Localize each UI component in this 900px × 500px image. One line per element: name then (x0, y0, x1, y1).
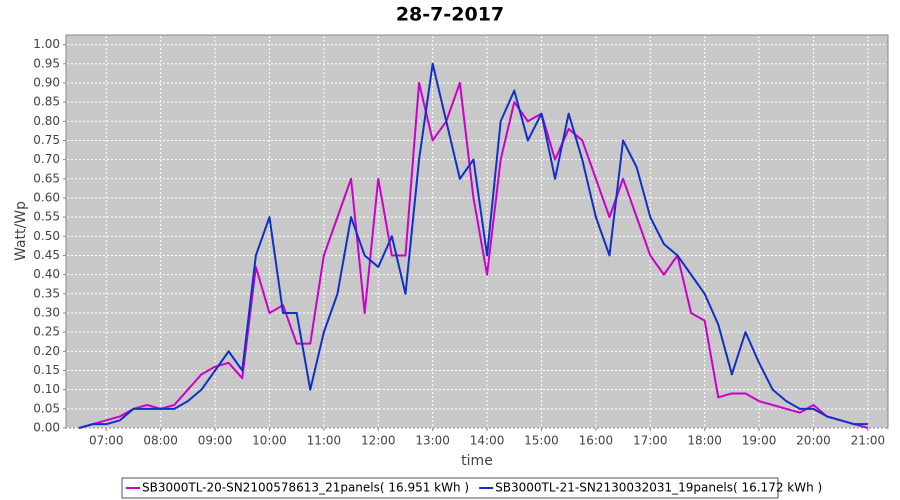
x-tick-label: 09:00 (198, 434, 233, 448)
plot-area (65, 34, 889, 429)
x-tick-label: 19:00 (742, 434, 777, 448)
y-tick-label: 0.25 (33, 325, 60, 339)
x-tick-label: 13:00 (415, 434, 450, 448)
x-tick-label: 16:00 (579, 434, 614, 448)
series-line (78, 62, 868, 429)
legend-label: SB3000TL-20-SN2100578613_21panels( 16.95… (142, 481, 469, 495)
y-tick-label: 0.50 (33, 229, 60, 243)
x-axis-label: time (461, 453, 493, 469)
y-tick-label: 0.35 (33, 286, 60, 300)
y-tick-label: 0.10 (33, 382, 60, 396)
x-tick-label: 17:00 (633, 434, 668, 448)
y-tick-label: 0.05 (33, 401, 60, 415)
y-tick-label: 0.40 (33, 267, 60, 281)
x-tick-label: 20:00 (796, 434, 831, 448)
y-tick-label: 0.20 (33, 344, 60, 358)
x-tick-label: 10:00 (252, 434, 287, 448)
y-tick-label: 0.45 (33, 248, 60, 262)
x-tick-label: 07:00 (89, 434, 124, 448)
y-tick-label: 0.80 (33, 114, 60, 128)
y-axis-label: Watt/Wp (13, 201, 29, 261)
y-tick-label: 0.85 (33, 95, 60, 109)
x-tick-label: 11:00 (307, 434, 342, 448)
y-tick-label: 0.95 (33, 56, 60, 70)
y-tick-label: 0.15 (33, 363, 60, 377)
y-tick-label: 0.65 (33, 171, 60, 185)
y-tick-label: 0.60 (33, 190, 60, 204)
y-tick-label: 0.00 (33, 421, 60, 435)
y-tick-label: 0.70 (33, 152, 60, 166)
x-tick-label: 18:00 (687, 434, 722, 448)
y-tick-label: 0.55 (33, 210, 60, 224)
x-tick-label: 08:00 (143, 434, 178, 448)
series-line (78, 81, 869, 429)
x-tick-label: 15:00 (524, 434, 559, 448)
y-tick-label: 0.30 (33, 305, 60, 319)
legend (121, 477, 779, 499)
y-tick-label: 1.00 (33, 37, 60, 51)
y-tick-label: 0.75 (33, 133, 60, 147)
x-tick-label: 12:00 (361, 434, 396, 448)
y-tick-label: 0.90 (33, 75, 60, 89)
legend-label: SB3000TL-21-SN2130032031_19panels( 16.17… (495, 481, 822, 495)
x-tick-label: 14:00 (470, 434, 505, 448)
chart-title: 28-7-2017 (396, 4, 504, 26)
x-tick-label: 21:00 (851, 434, 886, 448)
